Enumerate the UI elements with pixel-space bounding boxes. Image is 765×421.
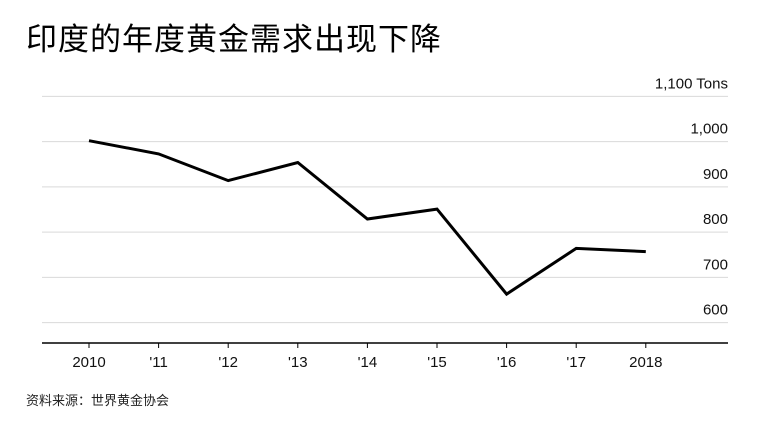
x-tick-label: '13: [288, 354, 308, 371]
x-tick-label: '16: [497, 354, 517, 371]
y-tick-labels: 600 700 800 900 1,000 1,100 Tons: [655, 75, 728, 318]
y-tick-label: 800: [703, 211, 728, 228]
y-tick-label: 700: [703, 256, 728, 273]
x-tick-label: '11: [149, 354, 167, 371]
y-tick-label: 1,100 Tons: [655, 75, 728, 92]
x-tick-label: 2010: [72, 354, 105, 371]
source-note: 资料来源：世界黄金协会: [26, 394, 170, 409]
series-line: [88, 139, 646, 297]
grid-lines: [42, 95, 728, 324]
y-tick-label: 1,000: [690, 121, 728, 138]
x-tick-label: '12: [218, 354, 238, 371]
x-ticks: 2010 '11 '12 '13 '14 '15 '16 '17 2018: [72, 343, 662, 371]
x-tick-label: '17: [566, 354, 586, 371]
y-tick-label: 600: [703, 302, 728, 319]
x-tick-label: '15: [427, 354, 447, 371]
x-tick-label: '14: [358, 354, 378, 371]
chart-title: 印度的年度黄金需求出现下降: [26, 22, 442, 58]
y-tick-label: 900: [703, 166, 728, 183]
x-tick-label: 2018: [629, 354, 662, 371]
